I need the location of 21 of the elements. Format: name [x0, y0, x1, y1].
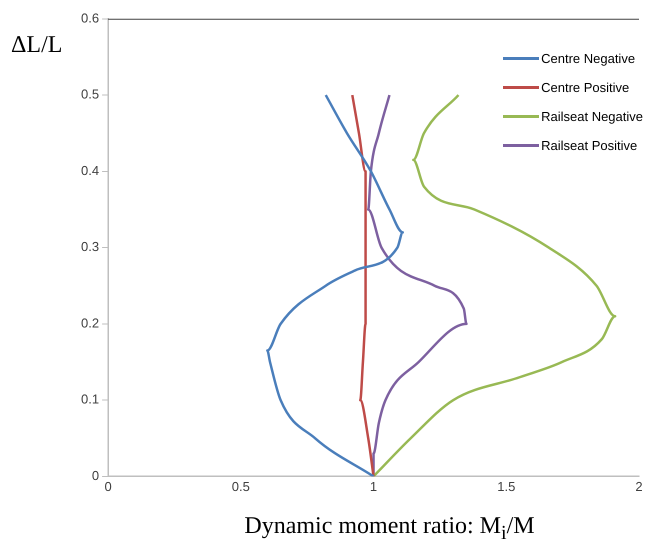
x-tick-label: 0 [104, 478, 112, 494]
y-tick-label: 0.6 [80, 10, 100, 26]
legend-label: Railseat Negative [541, 109, 643, 124]
y-tick-label: 0.5 [80, 86, 100, 102]
line-series [351, 94, 375, 476]
y-tick-label: 0.2 [80, 315, 100, 330]
legend-label: Centre Positive [541, 80, 630, 95]
y-tick-label: 0.1 [80, 392, 100, 407]
x-axis-title: Dynamic moment ratio: M$_{i}$/M [243, 513, 536, 545]
line-series [266, 94, 404, 476]
legend-label: Centre Negative [541, 51, 636, 66]
legend-label: Railseat Positive [541, 138, 638, 153]
y-tick-label: 0.3 [80, 239, 100, 254]
y-tick-label: 0.4 [80, 162, 100, 178]
line-series [366, 94, 468, 476]
x-tick-label: 1 [370, 478, 378, 494]
x-tick-label: 2 [635, 478, 643, 494]
x-tick-label: 1.5 [497, 478, 516, 494]
x-tick-label: 0.5 [232, 478, 250, 494]
y-axis-title: ΔL/L [11, 32, 62, 59]
y-tick-label: 0 [92, 468, 100, 483]
